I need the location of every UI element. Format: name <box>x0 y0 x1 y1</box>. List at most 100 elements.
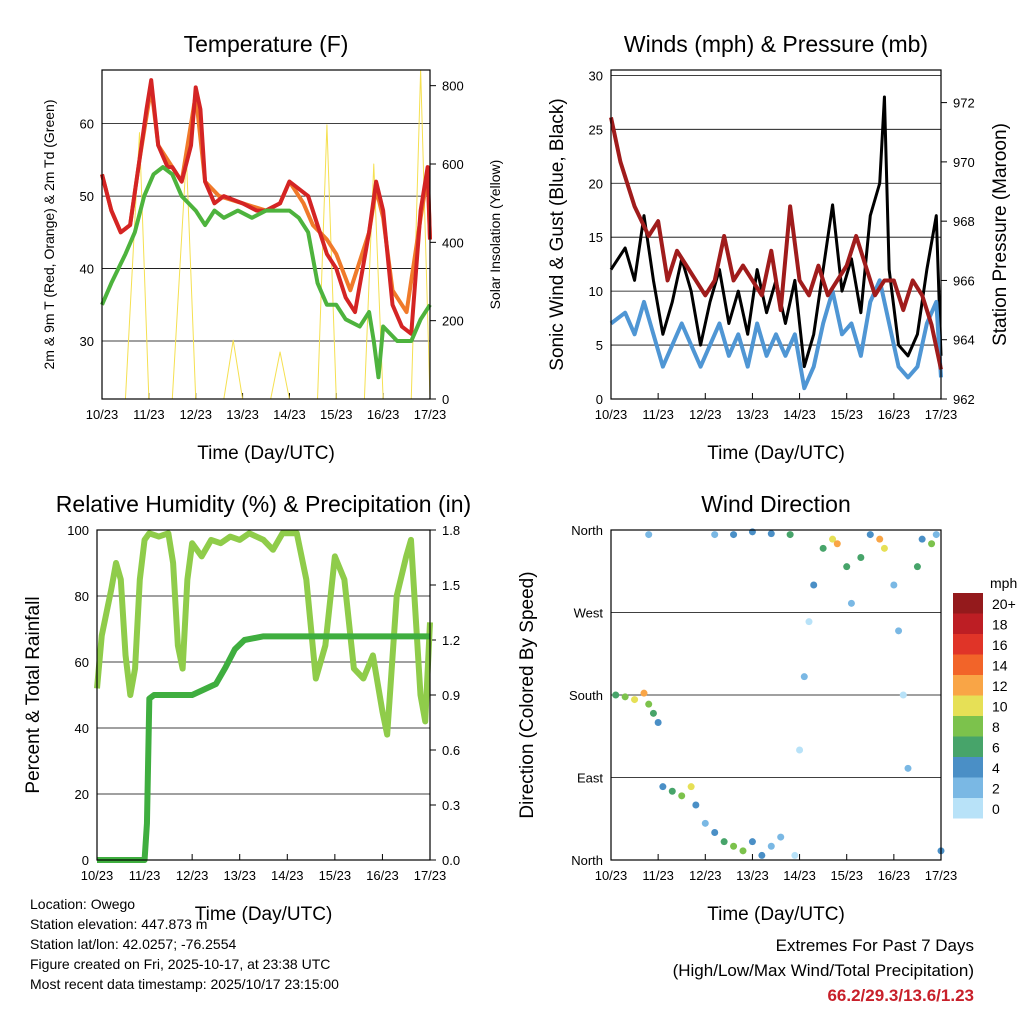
x-tick-label: 15/23 <box>319 868 352 883</box>
location: Location: Owego <box>30 896 136 912</box>
wind-direction-point <box>668 787 676 795</box>
series-gust <box>609 95 943 369</box>
x-tick-label: 12/23 <box>179 407 212 422</box>
colorbar-label: 14 <box>992 658 1008 674</box>
y-tick-label: West <box>574 606 604 621</box>
y-tick-label: 5 <box>596 338 603 353</box>
wind-direction-point <box>687 783 695 791</box>
wind-direction-point <box>890 581 898 589</box>
wind-direction-point <box>659 783 667 791</box>
wind-direction-point <box>678 792 686 800</box>
x-tick-label: 11/23 <box>129 868 161 883</box>
wind-direction-point <box>805 618 813 626</box>
lat-lon: Station lat/lon: 42.0257; -76.2554 <box>30 936 237 952</box>
wind-direction-point <box>692 801 700 809</box>
y-tick-label: 20 <box>589 176 603 191</box>
chart-title: Temperature (F) <box>184 31 349 57</box>
wind-direction-point <box>819 544 827 552</box>
x-axis-label: Time (Day/UTC) <box>707 443 845 464</box>
colorbar-label: 8 <box>992 719 1000 735</box>
y-tick-label: 60 <box>80 117 94 132</box>
wind-direction-point <box>932 531 940 539</box>
wind-direction-point <box>701 819 709 827</box>
chart-title: Winds (mph) & Pressure (mb) <box>624 31 928 57</box>
y-tick-label: 0 <box>82 853 89 868</box>
x-tick-label: 10/23 <box>595 407 628 422</box>
x-tick-label: 10/23 <box>81 868 114 883</box>
y2-axis-label: Station Pressure (Maroon) <box>990 123 1011 346</box>
plot-frame <box>96 529 431 861</box>
wind-direction-point <box>654 719 662 726</box>
x-axis-label: Time (Day/UTC) <box>195 904 333 925</box>
wind-direction-point <box>918 535 926 543</box>
colorbar-unit: mph <box>990 575 1017 591</box>
wind-direction-point <box>833 540 841 548</box>
y2-tick-label: 0.6 <box>442 743 460 758</box>
wind-direction-point <box>880 544 888 552</box>
y-tick-label: 20 <box>75 787 89 802</box>
y2-tick-label: 1.8 <box>442 523 460 538</box>
x-tick-label: 11/23 <box>642 407 674 422</box>
y-tick-label: 40 <box>80 262 94 277</box>
colorbar-label: 6 <box>992 740 1000 756</box>
y2-tick-label: 0.9 <box>442 688 460 703</box>
wind-direction-point <box>767 530 775 538</box>
colorbar-swatch <box>953 777 983 798</box>
x-tick-label: 12/23 <box>176 868 209 883</box>
wind-direction-point <box>786 531 794 539</box>
wind-direction-point <box>758 851 766 859</box>
wind-direction-point <box>649 709 657 717</box>
wind-direction-point <box>621 693 629 701</box>
y-axis-label: Sonic Wind & Gust (Blue, Black) <box>547 98 568 370</box>
y-tick-label: 10 <box>589 284 603 299</box>
x-tick-label: 16/23 <box>366 868 399 883</box>
x-tick-label: 17/23 <box>414 868 447 883</box>
colorbar-swatch <box>953 634 983 655</box>
wind-direction-point <box>895 627 903 635</box>
colorbar-swatch <box>953 695 983 716</box>
y-tick-label: 0 <box>596 392 603 407</box>
x-tick-label: 16/23 <box>367 407 400 422</box>
x-tick-label: 10/23 <box>595 868 628 883</box>
wind-direction-point <box>631 696 639 704</box>
wind-direction-point <box>720 838 728 846</box>
figure-created: Figure created on Fri, 2025-10-17, at 23… <box>30 956 331 972</box>
x-tick-label: 12/23 <box>689 868 722 883</box>
x-tick-label: 11/23 <box>642 868 674 883</box>
y2-tick-label: 800 <box>442 79 464 94</box>
wind-direction-point <box>796 746 804 754</box>
y-tick-label: North <box>571 853 603 868</box>
extremes: Extremes For Past 7 Days (High/Low/Max W… <box>673 933 974 1008</box>
y-tick-label: North <box>571 523 603 538</box>
x-tick-label: 14/23 <box>273 407 306 422</box>
y2-tick-label: 400 <box>442 235 464 250</box>
y2-tick-label: 0.0 <box>442 853 460 868</box>
x-tick-label: 12/23 <box>689 407 722 422</box>
x-tick-label: 16/23 <box>878 868 911 883</box>
y2-tick-label: 1.2 <box>442 633 460 648</box>
x-tick-label: 15/23 <box>830 868 863 883</box>
x-tick-label: 11/23 <box>133 407 165 422</box>
y2-tick-label: 0 <box>442 392 449 407</box>
x-tick-label: 17/23 <box>925 407 958 422</box>
x-tick-label: 17/23 <box>414 407 447 422</box>
x-tick-label: 14/23 <box>783 407 816 422</box>
x-tick-label: 14/23 <box>271 868 304 883</box>
station-info: Location: Owego Station elevation: 447.8… <box>30 894 339 994</box>
wind-direction-point <box>857 554 865 561</box>
wind-direction-point <box>928 540 936 548</box>
colorbar-swatch <box>953 613 983 634</box>
y-tick-label: 60 <box>75 655 89 670</box>
y-tick-label: 25 <box>589 122 603 137</box>
wind-direction-point <box>711 531 719 539</box>
series-relative-humidity <box>94 530 433 738</box>
colorbar-label: 20+ <box>992 596 1016 612</box>
wind-direction-point <box>748 838 756 846</box>
x-tick-label: 13/23 <box>736 407 769 422</box>
y2-tick-label: 964 <box>953 333 975 348</box>
extremes-subtitle: (High/Low/Max Wind/Total Precipitation) <box>672 961 974 980</box>
elevation: Station elevation: 447.873 m <box>30 916 208 932</box>
y-tick-label: East <box>577 771 603 786</box>
